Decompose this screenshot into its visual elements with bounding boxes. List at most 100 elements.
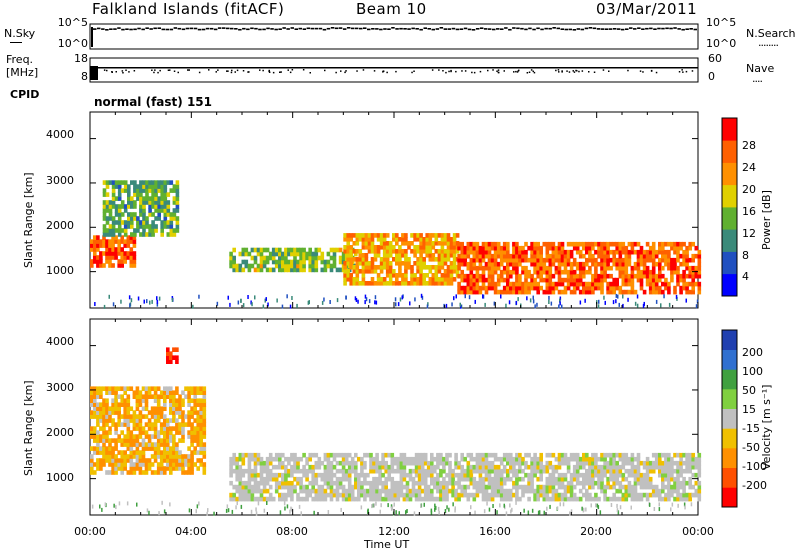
heat-cell <box>156 414 161 419</box>
heat-cell <box>90 402 94 407</box>
heat-cell <box>551 261 556 267</box>
heat-cell <box>172 184 177 189</box>
heat-cell <box>314 496 319 502</box>
heat-cell <box>426 464 431 470</box>
heat-cell <box>487 472 492 478</box>
heat-speckle <box>532 295 534 300</box>
heat-cell <box>287 251 291 257</box>
heat-cell <box>284 247 288 253</box>
heat-speckle <box>627 297 629 302</box>
heat-cell <box>151 204 155 209</box>
heat-cell <box>169 418 173 423</box>
heat-cell <box>624 249 629 255</box>
heat-speckle <box>148 510 150 515</box>
x-tick-label: 12:00 <box>378 525 410 538</box>
heat-cell <box>658 464 662 470</box>
heat-cell <box>484 245 489 251</box>
heat-cell <box>618 261 623 267</box>
heat-cell <box>443 261 448 266</box>
heat-cell <box>381 484 385 490</box>
heat-cell <box>636 480 641 486</box>
heat-cell <box>658 257 662 263</box>
heat-cell <box>588 480 592 486</box>
heat-cell <box>688 480 692 486</box>
nave-sample <box>518 69 520 72</box>
heat-cell <box>436 460 440 466</box>
heat-cell <box>536 273 540 279</box>
heat-cell <box>379 257 384 262</box>
heat-speckle <box>499 503 501 508</box>
heat-cell <box>382 265 387 270</box>
heat-cell <box>262 496 267 502</box>
heat-cell <box>141 406 146 411</box>
heat-cell <box>600 464 604 470</box>
heat-cell <box>554 496 559 502</box>
heat-cell <box>166 204 171 209</box>
heat-cell <box>645 476 650 482</box>
heat-cell <box>153 454 158 459</box>
heat-cell <box>172 188 177 193</box>
heat-cell <box>630 484 635 490</box>
heat-cell <box>545 281 550 287</box>
heat-cell <box>123 454 127 459</box>
heat-cell <box>256 247 261 253</box>
heat-cell <box>654 460 659 466</box>
heat-cell <box>676 281 680 287</box>
heat-cell <box>153 414 158 419</box>
heat-cell <box>645 492 650 498</box>
heat-cell <box>108 259 112 264</box>
heat-speckle <box>655 299 658 304</box>
heat-cell <box>431 265 436 270</box>
heat-cell <box>670 245 674 251</box>
heat-cell <box>661 464 665 470</box>
heat-cell <box>229 251 233 257</box>
heat-cell <box>354 484 358 490</box>
heat-cell <box>493 456 498 462</box>
heat-cell <box>302 263 306 269</box>
heat-cell <box>129 438 134 443</box>
heat-cell <box>682 281 686 287</box>
heat-cell <box>338 460 343 466</box>
heat-speckle <box>630 505 632 510</box>
heat-cell <box>554 492 559 498</box>
heat-cell <box>506 257 510 263</box>
heat-cell <box>372 456 376 462</box>
heat-cell <box>446 253 451 258</box>
heat-cell <box>630 488 635 494</box>
heat-cell <box>145 196 149 201</box>
heat-speckle <box>486 501 488 506</box>
heat-cell <box>175 462 179 467</box>
heat-cell <box>90 259 94 264</box>
heat-cell <box>597 285 601 291</box>
heat-cell <box>487 281 492 287</box>
nave-sample <box>588 71 590 73</box>
heat-speckle <box>670 507 672 512</box>
heat-cell <box>90 394 94 399</box>
heat-cell <box>375 468 379 474</box>
heat-cell <box>591 496 595 502</box>
power-colorbar <box>721 117 738 297</box>
heat-cell <box>265 464 270 470</box>
heat-cell <box>302 468 306 474</box>
heat-cell <box>433 476 437 482</box>
heat-cell <box>457 460 461 466</box>
noise-right-legend-dots: ........ <box>758 36 779 49</box>
heat-cell <box>151 192 155 197</box>
heat-cell <box>533 492 537 498</box>
heat-speckle <box>615 299 617 304</box>
heat-cell <box>688 496 692 502</box>
heat-cell <box>163 454 167 459</box>
heat-speckle <box>500 294 502 299</box>
heat-speckle <box>281 304 284 309</box>
heat-cell <box>651 285 656 291</box>
heat-cell <box>123 434 127 439</box>
heat-cell <box>343 261 347 266</box>
heat-cell <box>199 462 203 467</box>
heat-cell <box>343 281 347 286</box>
heat-cell <box>499 460 504 466</box>
heat-cell <box>512 480 516 486</box>
heat-cell <box>358 249 363 254</box>
heat-cell <box>396 488 401 494</box>
heat-cell <box>463 289 467 295</box>
heat-cell <box>355 233 360 238</box>
